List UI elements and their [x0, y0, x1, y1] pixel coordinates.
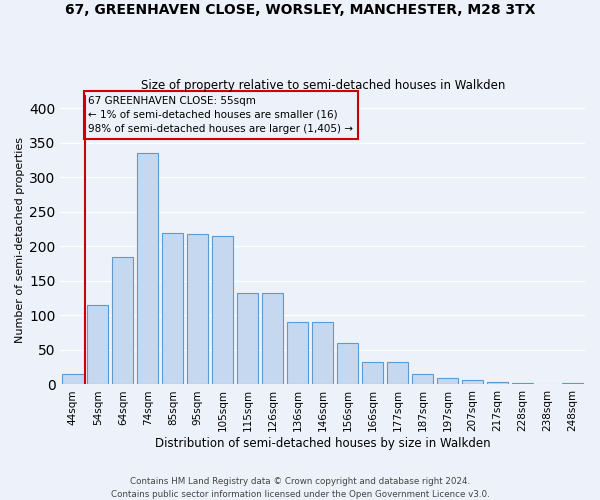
Bar [412, 374, 433, 384]
Bar [187, 234, 208, 384]
Bar [62, 374, 83, 384]
Text: 67 GREENHAVEN CLOSE: 55sqm
← 1% of semi-detached houses are smaller (16)
98% of : 67 GREENHAVEN CLOSE: 55sqm ← 1% of semi-… [88, 96, 353, 134]
Y-axis label: Number of semi-detached properties: Number of semi-detached properties [15, 136, 25, 342]
Bar [387, 362, 408, 384]
Bar [512, 383, 533, 384]
Bar [112, 257, 133, 384]
Text: Contains HM Land Registry data © Crown copyright and database right 2024.
Contai: Contains HM Land Registry data © Crown c… [110, 478, 490, 499]
Bar [312, 322, 334, 384]
Bar [437, 378, 458, 384]
Bar [337, 343, 358, 384]
Text: 67, GREENHAVEN CLOSE, WORSLEY, MANCHESTER, M28 3TX: 67, GREENHAVEN CLOSE, WORSLEY, MANCHESTE… [65, 2, 535, 16]
Bar [287, 322, 308, 384]
Bar [212, 236, 233, 384]
X-axis label: Distribution of semi-detached houses by size in Walkden: Distribution of semi-detached houses by … [155, 437, 491, 450]
Bar [87, 305, 109, 384]
Bar [162, 232, 184, 384]
Bar [362, 362, 383, 384]
Bar [262, 294, 283, 384]
Bar [562, 383, 583, 384]
Bar [487, 382, 508, 384]
Bar [462, 380, 483, 384]
Bar [137, 153, 158, 384]
Title: Size of property relative to semi-detached houses in Walkden: Size of property relative to semi-detach… [140, 79, 505, 92]
Bar [237, 294, 259, 384]
